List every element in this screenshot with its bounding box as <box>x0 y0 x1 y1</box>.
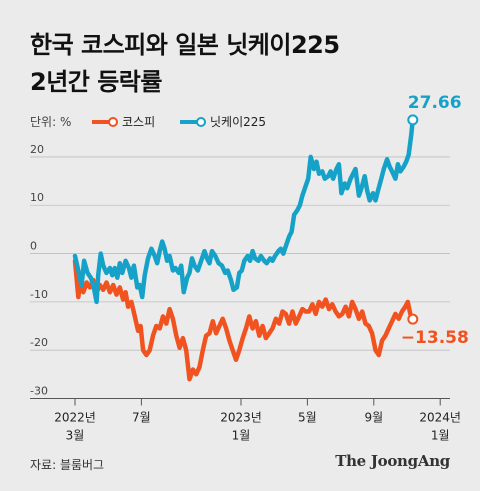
brand-logo: The JoongAng <box>335 452 450 470</box>
y-tick-label: 0 <box>30 240 37 253</box>
x-tick-label: 1월 <box>431 429 450 443</box>
series-line <box>72 258 416 382</box>
x-axis: 2022년 3월 7월 2023년 1월 5월 9월 2024년 1월 <box>54 398 461 443</box>
x-tick-label: 2024년 <box>419 411 461 425</box>
series-line <box>72 117 416 305</box>
end-value-label: −13.58 <box>401 328 469 348</box>
unit-label: 단위: % <box>30 115 71 129</box>
end-point-marker <box>407 114 419 126</box>
x-tick-label: 2022년 <box>54 411 96 425</box>
y-tick-label: 20 <box>30 143 44 156</box>
y-tick-label: -30 <box>30 385 48 398</box>
x-tick-label: 2023년 <box>220 411 262 425</box>
end-value-labels: −13.58 27.66 <box>401 93 469 348</box>
x-tick-label: 9월 <box>364 411 383 425</box>
grid-lines <box>30 156 450 399</box>
x-tick-label: 3월 <box>66 429 85 443</box>
legend-label: 코스피 <box>122 115 155 129</box>
title-line-1: 한국 코스피와 일본 닛케이225 <box>30 31 340 59</box>
x-tick-label: 5월 <box>298 411 317 425</box>
title-line-2: 2년간 등락률 <box>30 68 162 96</box>
y-tick-label: 10 <box>30 191 44 204</box>
x-tick-label: 1월 <box>232 429 251 443</box>
legend-marker <box>196 117 206 127</box>
end-point-marker <box>407 313 419 325</box>
chart-title: 한국 코스피와 일본 닛케이225 2년간 등락률 <box>30 27 340 101</box>
end-value-label: 27.66 <box>408 93 462 113</box>
series-lines <box>72 117 416 382</box>
y-tick-label: -20 <box>30 336 48 349</box>
legend-marker <box>108 117 118 127</box>
source-note: 자료: 블룸버그 <box>30 458 105 472</box>
legend-label: 닛케이225 <box>210 115 266 129</box>
y-tick-labels: 20 10 0 -10 -20 -30 <box>30 143 48 398</box>
x-tick-label: 7월 <box>132 411 151 425</box>
y-tick-label: -10 <box>30 288 48 301</box>
legend: 단위: % 코스피 닛케이225 <box>30 115 266 129</box>
